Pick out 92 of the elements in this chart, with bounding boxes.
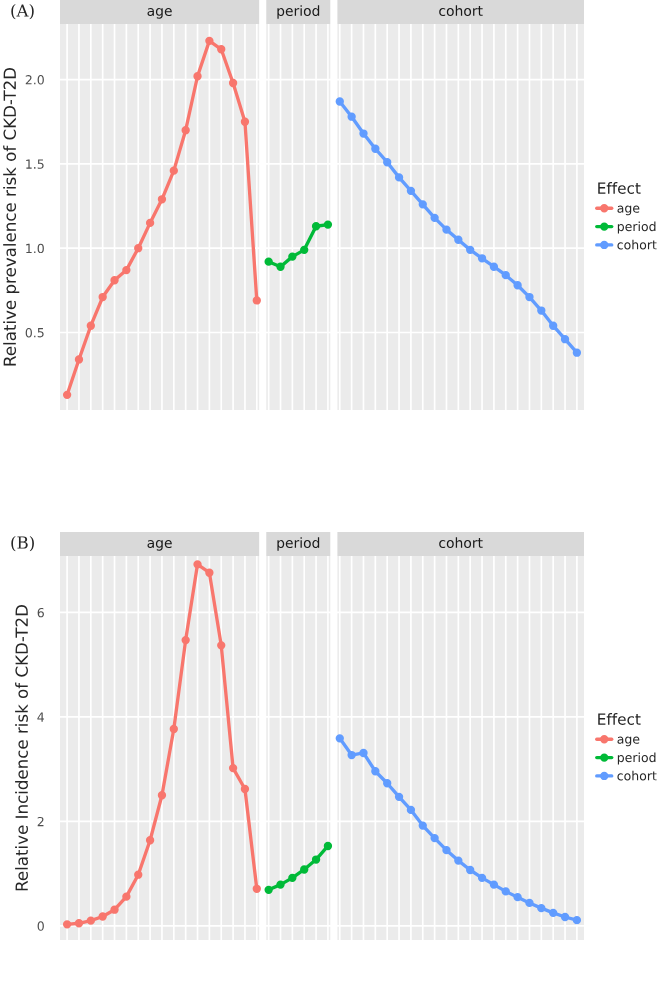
point xyxy=(122,265,131,275)
point xyxy=(264,885,273,895)
point xyxy=(288,873,297,882)
point xyxy=(62,390,72,399)
point xyxy=(394,792,404,802)
point xyxy=(110,276,119,285)
y-axis-title: Relative Incidence risk of CKD-T2D xyxy=(15,605,28,891)
point xyxy=(406,186,416,196)
point xyxy=(466,245,475,255)
point xyxy=(311,855,321,864)
point xyxy=(98,292,107,302)
point xyxy=(288,252,297,261)
point xyxy=(74,355,84,364)
point xyxy=(537,306,546,315)
point xyxy=(359,748,368,758)
point xyxy=(86,916,95,925)
point xyxy=(205,36,214,46)
point xyxy=(145,836,155,845)
point xyxy=(560,335,570,344)
point xyxy=(205,568,214,577)
point xyxy=(323,220,333,229)
point xyxy=(347,112,356,121)
point xyxy=(98,912,107,921)
point xyxy=(525,292,534,302)
point xyxy=(181,635,190,645)
point xyxy=(442,225,451,234)
point xyxy=(371,144,380,153)
point xyxy=(300,865,309,874)
point xyxy=(193,72,202,81)
point xyxy=(335,97,344,106)
point xyxy=(228,78,238,88)
point xyxy=(240,117,250,126)
point xyxy=(501,270,510,280)
point xyxy=(217,641,226,650)
point xyxy=(477,873,487,882)
point xyxy=(311,222,321,231)
point xyxy=(394,173,404,182)
point xyxy=(193,560,202,569)
point xyxy=(501,887,510,896)
point xyxy=(228,763,238,773)
point xyxy=(240,784,250,794)
point xyxy=(86,321,95,330)
point xyxy=(169,166,178,175)
point xyxy=(252,296,261,305)
point xyxy=(335,734,344,743)
point xyxy=(572,915,582,925)
point xyxy=(477,254,487,263)
point xyxy=(110,905,119,914)
point xyxy=(430,213,439,223)
point xyxy=(169,724,178,734)
point xyxy=(347,750,356,760)
point xyxy=(418,821,427,830)
point xyxy=(157,791,167,800)
point xyxy=(276,262,285,271)
point xyxy=(454,856,463,865)
point xyxy=(549,908,558,917)
point xyxy=(383,158,392,167)
point xyxy=(181,126,190,135)
point xyxy=(442,845,451,855)
point xyxy=(525,898,534,908)
point xyxy=(406,805,416,815)
point xyxy=(383,779,392,788)
point xyxy=(560,912,570,922)
point xyxy=(252,884,261,893)
point xyxy=(122,892,131,901)
point xyxy=(418,200,427,209)
point xyxy=(264,257,273,266)
point xyxy=(466,865,475,875)
point xyxy=(359,129,368,138)
point xyxy=(454,235,463,244)
point xyxy=(489,262,499,271)
point xyxy=(134,244,143,253)
y-axis-title: Relative prevalence risk of CKD-T2D xyxy=(3,67,20,366)
text: (B) xyxy=(11,535,34,552)
point xyxy=(157,195,167,204)
point xyxy=(489,880,499,889)
text: (A) xyxy=(11,3,34,20)
point xyxy=(134,870,143,879)
point xyxy=(430,833,439,843)
point xyxy=(74,919,84,928)
point xyxy=(549,321,558,330)
point xyxy=(537,903,546,913)
point xyxy=(371,767,380,776)
point xyxy=(217,45,226,54)
point xyxy=(572,348,582,357)
point xyxy=(276,880,285,889)
point xyxy=(323,841,333,851)
point xyxy=(62,920,72,929)
point xyxy=(300,245,309,255)
point xyxy=(513,281,522,290)
point xyxy=(513,892,522,902)
point xyxy=(145,218,155,228)
